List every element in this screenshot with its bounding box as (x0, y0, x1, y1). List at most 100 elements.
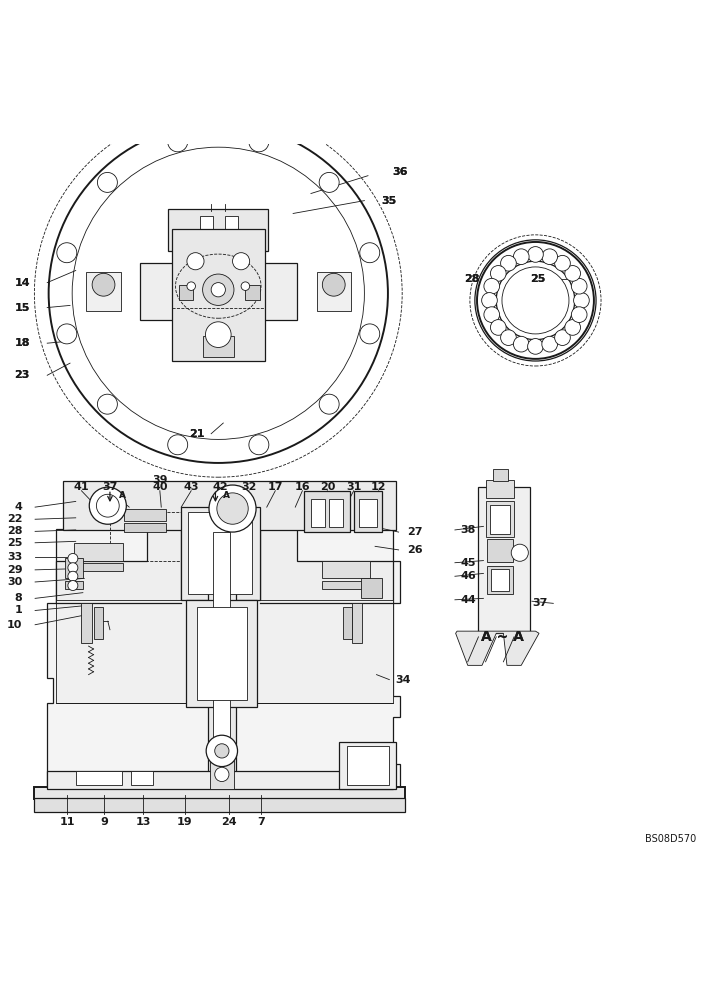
Circle shape (215, 767, 229, 782)
Circle shape (187, 282, 195, 290)
Polygon shape (258, 600, 393, 703)
Circle shape (496, 261, 575, 340)
Circle shape (168, 435, 188, 455)
Text: 9: 9 (100, 817, 108, 827)
Circle shape (564, 266, 580, 281)
Text: 15: 15 (14, 303, 30, 313)
Circle shape (564, 320, 580, 335)
Text: 34: 34 (395, 675, 410, 685)
Text: A ~ A: A ~ A (480, 630, 523, 644)
Text: 8: 8 (14, 593, 22, 603)
FancyBboxPatch shape (189, 512, 253, 594)
Circle shape (484, 307, 500, 322)
FancyBboxPatch shape (346, 746, 390, 785)
Circle shape (477, 242, 594, 359)
Text: 27: 27 (408, 527, 423, 537)
FancyBboxPatch shape (81, 603, 92, 643)
Text: 1: 1 (14, 605, 22, 615)
Text: 45: 45 (461, 558, 476, 568)
Circle shape (233, 253, 250, 270)
Circle shape (215, 744, 229, 758)
FancyBboxPatch shape (94, 607, 103, 639)
Circle shape (202, 274, 234, 305)
Text: 10: 10 (7, 620, 22, 630)
Circle shape (187, 253, 204, 270)
Circle shape (217, 493, 248, 524)
FancyBboxPatch shape (487, 539, 513, 562)
FancyBboxPatch shape (311, 499, 325, 527)
FancyBboxPatch shape (168, 209, 268, 251)
Text: 33: 33 (7, 552, 22, 562)
Circle shape (35, 109, 402, 477)
Circle shape (205, 322, 231, 347)
Circle shape (57, 324, 77, 344)
FancyBboxPatch shape (186, 600, 258, 707)
Text: 30: 30 (7, 577, 22, 587)
Text: 23: 23 (14, 370, 30, 380)
Text: 26: 26 (408, 545, 423, 555)
Circle shape (572, 307, 587, 322)
FancyBboxPatch shape (329, 499, 343, 527)
FancyBboxPatch shape (172, 229, 265, 361)
Text: 15: 15 (14, 303, 30, 313)
Circle shape (500, 255, 516, 271)
Text: 42: 42 (212, 482, 228, 492)
Circle shape (68, 563, 78, 573)
Polygon shape (55, 600, 186, 703)
FancyBboxPatch shape (351, 603, 362, 643)
Circle shape (96, 494, 120, 517)
FancyBboxPatch shape (322, 581, 370, 589)
Text: 18: 18 (14, 338, 30, 348)
FancyBboxPatch shape (322, 561, 370, 578)
Text: 37: 37 (102, 482, 117, 492)
Circle shape (360, 324, 379, 344)
FancyBboxPatch shape (490, 505, 510, 534)
FancyBboxPatch shape (210, 760, 234, 789)
Circle shape (542, 336, 557, 352)
Polygon shape (55, 507, 181, 603)
FancyBboxPatch shape (124, 523, 166, 532)
FancyBboxPatch shape (74, 543, 123, 561)
Circle shape (319, 172, 339, 192)
Circle shape (249, 435, 269, 455)
Circle shape (513, 336, 529, 352)
FancyBboxPatch shape (35, 798, 405, 812)
Circle shape (319, 394, 339, 414)
Text: 28: 28 (464, 274, 480, 284)
FancyBboxPatch shape (65, 558, 83, 578)
FancyBboxPatch shape (86, 272, 121, 311)
Circle shape (49, 124, 388, 463)
Text: 25: 25 (530, 274, 545, 284)
Circle shape (475, 240, 596, 361)
Circle shape (206, 735, 238, 767)
Text: 14: 14 (14, 278, 30, 288)
Text: 21: 21 (189, 429, 204, 439)
Text: A: A (222, 491, 230, 500)
Text: 16: 16 (294, 482, 310, 492)
FancyBboxPatch shape (304, 491, 350, 532)
Circle shape (68, 553, 78, 563)
Text: BS08D570: BS08D570 (644, 834, 696, 844)
Text: 31: 31 (346, 482, 361, 492)
Circle shape (484, 278, 500, 294)
Circle shape (572, 278, 587, 294)
Text: 23: 23 (14, 370, 30, 380)
Circle shape (528, 339, 544, 354)
FancyBboxPatch shape (200, 216, 213, 245)
Text: 4: 4 (14, 502, 22, 512)
Circle shape (490, 266, 506, 281)
Text: 17: 17 (268, 482, 283, 492)
Circle shape (470, 235, 601, 366)
Circle shape (57, 243, 77, 263)
FancyBboxPatch shape (354, 491, 382, 532)
Circle shape (72, 147, 364, 439)
FancyBboxPatch shape (48, 771, 393, 789)
Polygon shape (260, 507, 393, 603)
Text: 14: 14 (14, 278, 30, 288)
FancyBboxPatch shape (485, 480, 514, 498)
Text: 36: 36 (392, 167, 408, 177)
Circle shape (92, 273, 115, 296)
FancyBboxPatch shape (35, 787, 405, 799)
Circle shape (502, 267, 569, 334)
Circle shape (554, 330, 570, 345)
